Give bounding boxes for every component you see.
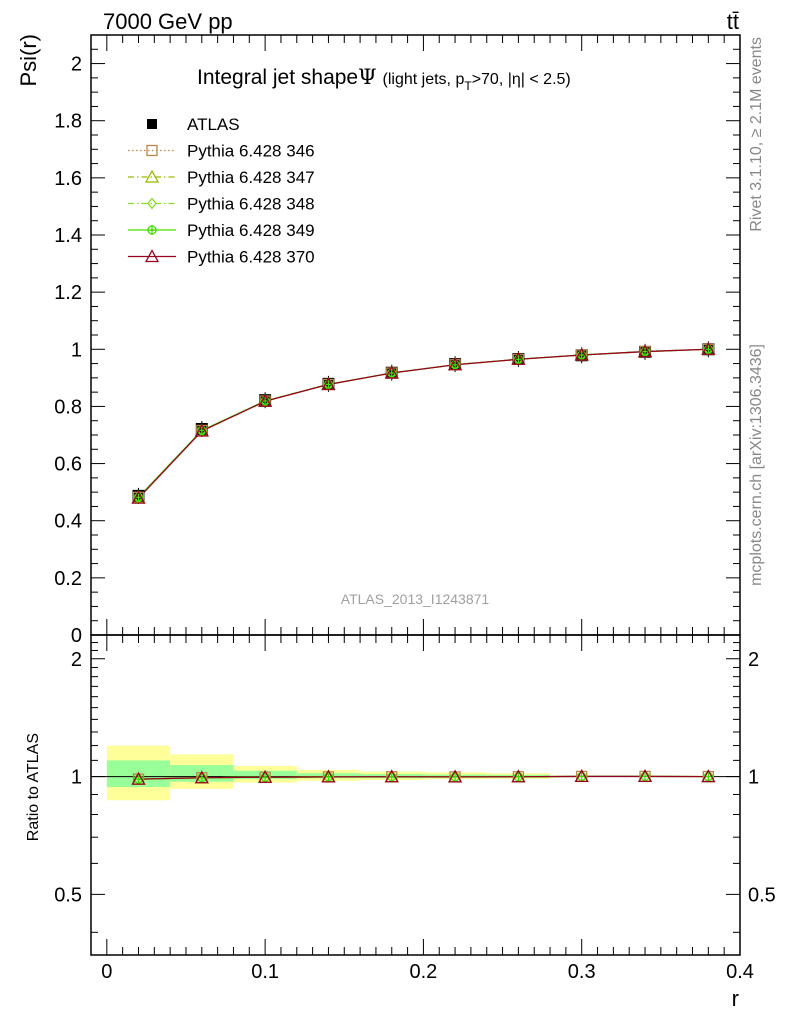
ratio-y-tick-label: 0.5 xyxy=(54,884,82,906)
mcplots-label: mcplots.cern.ch [arXiv:1306.3436] xyxy=(748,344,765,586)
series-lines xyxy=(138,348,709,499)
marker-triangle xyxy=(258,769,273,783)
y-tick-label: 0.8 xyxy=(54,396,82,418)
y-tick-label: 0 xyxy=(71,625,82,647)
marker-triangle xyxy=(194,423,209,437)
marker-triangle xyxy=(144,169,160,183)
marker-triangle xyxy=(131,490,146,504)
marker-triangle xyxy=(194,770,209,784)
x-tick-label: 0.3 xyxy=(568,961,596,983)
marker-triangle xyxy=(511,351,526,365)
rivet-label: Rivet 3.1.10, ≥ 2.1M events xyxy=(748,37,765,232)
marker-square xyxy=(147,119,157,129)
marker-triangle xyxy=(574,769,589,783)
marker-square-open xyxy=(146,144,158,157)
ratio-y-tick-label: 2 xyxy=(71,649,82,671)
series-line xyxy=(138,348,709,498)
y-tick-label: 1 xyxy=(71,339,82,361)
legend-entry-label: Pythia 6.428 346 xyxy=(187,142,315,161)
marker-triangle xyxy=(511,769,526,783)
marker-triangle xyxy=(384,769,399,783)
legend-entry-label: Pythia 6.428 370 xyxy=(187,248,315,267)
marker-triangle xyxy=(701,769,716,783)
axis-ticks: 00.20.40.60.811.21.41.61.820 0.1 0.2 0.3 0.4… xyxy=(54,35,776,983)
marker-triangle xyxy=(637,344,653,358)
y-tick-label: 1.6 xyxy=(54,168,82,190)
series-markers xyxy=(131,341,716,504)
marker-triangle xyxy=(131,771,146,785)
x-tick-label: 0.1 xyxy=(251,961,279,983)
title-sub-post: >70, |η| < 2.5) xyxy=(472,71,571,88)
y-tick-label: 0.4 xyxy=(54,511,82,533)
y-axis-label-ratio: Ratio to ATLAS xyxy=(25,733,42,841)
ratio-y-tick-label-right: 1 xyxy=(748,767,759,789)
title-psi: Ψ xyxy=(358,65,376,89)
legend-entry-label: Pythia 6.428 349 xyxy=(187,221,315,240)
y-tick-label: 0.2 xyxy=(54,568,82,590)
x-axis-label: r xyxy=(732,986,739,1011)
legend: ATLAS Pythia 6.428 346 Pythia 6.428 347 Pyt… xyxy=(128,115,315,267)
marker-triangle xyxy=(144,249,160,263)
marker-triangle xyxy=(321,377,336,391)
ratio-y-tick-label-right: 2 xyxy=(748,649,759,671)
y-tick-label: 0.6 xyxy=(54,454,82,476)
ratio-y-tick-label: 1 xyxy=(71,767,82,789)
y-axis-label-main: Psi(r) xyxy=(16,34,41,87)
marker-triangle xyxy=(384,365,399,379)
y-tick-label: 1.4 xyxy=(54,225,82,247)
title-main: Integral jet shape xyxy=(197,66,358,89)
energy-label: 7000 GeV pp xyxy=(103,9,233,34)
title-sub-pre: (light jets, p xyxy=(383,71,465,88)
series-line xyxy=(138,348,709,499)
y-tick-label: 1.2 xyxy=(54,282,82,304)
ratio-series xyxy=(131,769,716,785)
marker-triangle xyxy=(574,347,589,361)
ratio-line xyxy=(138,775,709,780)
marker-triangle xyxy=(701,341,716,355)
marker-triangle xyxy=(447,357,463,371)
series-line xyxy=(138,348,709,498)
x-tick-label: 0 xyxy=(101,961,112,983)
x-tick-label: 0.4 xyxy=(726,961,754,983)
x-tick-label: 0.2 xyxy=(410,961,438,983)
marker-triangle xyxy=(258,393,273,407)
legend-entry-label: Pythia 6.428 348 xyxy=(187,195,315,214)
series-line xyxy=(138,348,709,498)
marker-diamond xyxy=(147,197,157,210)
legend-entry-label: ATLAS xyxy=(187,115,240,134)
series-line xyxy=(138,348,709,499)
ratio-y-tick-label-right: 0.5 xyxy=(748,884,776,906)
y-tick-label: 2 xyxy=(71,54,82,76)
legend-entry-label: Pythia 6.428 347 xyxy=(187,168,315,187)
marker-triangle xyxy=(321,769,336,783)
title-sub-sub: T xyxy=(464,79,472,93)
marker-triangle xyxy=(447,769,463,783)
y-tick-label: 1.8 xyxy=(54,111,82,133)
marker-triangle xyxy=(637,769,653,783)
ratio-frame xyxy=(90,634,741,956)
chart-title: Integral jet shapeΨ (light jets, pT>70, |… xyxy=(197,65,571,93)
process-label: tt̄ xyxy=(727,9,739,34)
analysis-watermark: ATLAS_2013_I1243871 xyxy=(341,591,490,607)
